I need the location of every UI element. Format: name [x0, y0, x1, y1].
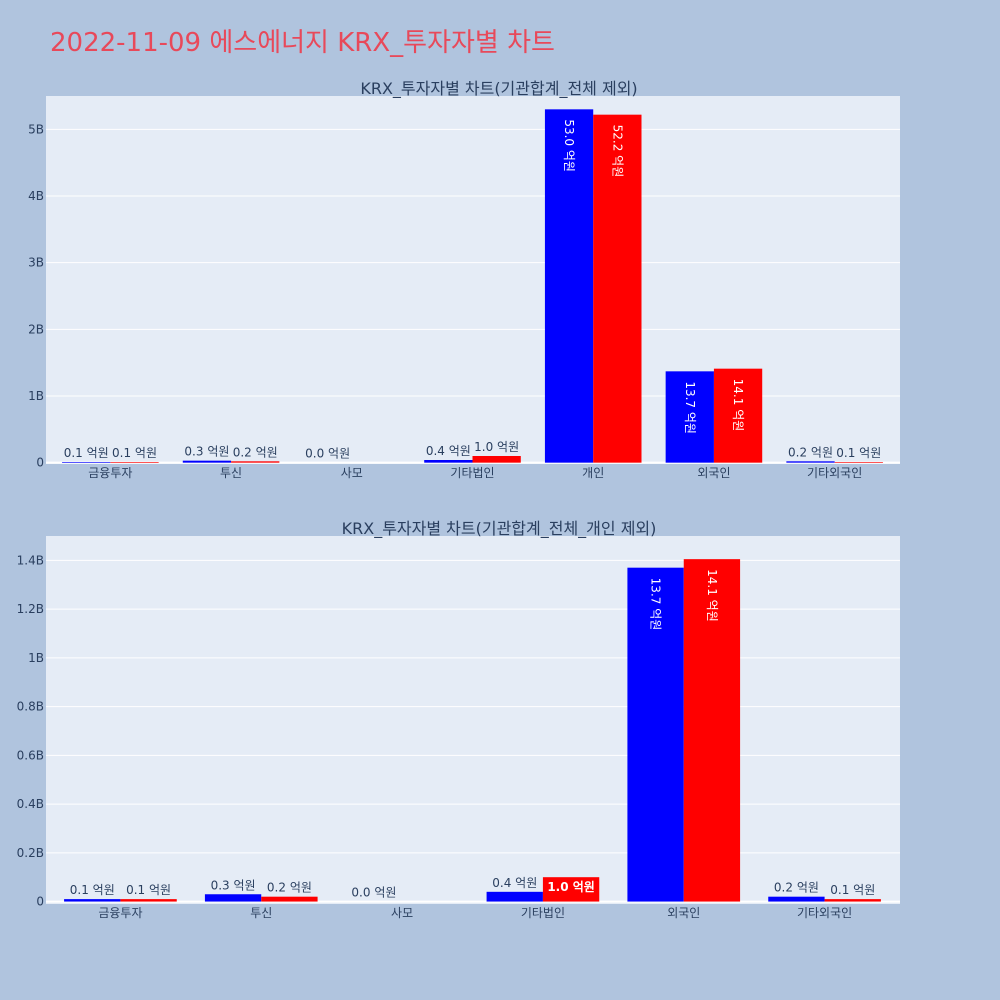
y-tick-label: 1B	[28, 389, 44, 403]
y-tick-label: 5B	[28, 122, 44, 136]
x-tick-label: 사모	[391, 906, 413, 920]
bar-기타외국인-2	[824, 899, 881, 902]
data-label: 1.0 억원	[547, 880, 595, 894]
data-label: 0.2 억원	[233, 445, 278, 459]
y-tick-label: 0.2B	[17, 846, 44, 860]
data-label: 0.1 억원	[64, 446, 109, 460]
data-label: 0.4 억원	[426, 444, 471, 458]
data-label: 0.1 억원	[836, 446, 881, 460]
y-tick-label: 1.4B	[17, 553, 44, 567]
data-label: 0.1 억원	[70, 883, 115, 897]
chart-title: KRX_투자자별 차트(기관합계_전체_개인 제외)	[342, 519, 657, 539]
x-tick-label: 외국인	[697, 466, 730, 480]
bar-기타법인-2	[472, 456, 521, 463]
data-label: 0.1 억원	[126, 883, 171, 897]
y-tick-label: 3B	[28, 256, 44, 270]
x-tick-label: 외국인	[667, 906, 700, 920]
data-label: 0.3 억원	[211, 878, 256, 892]
x-tick-label: 투신	[220, 466, 242, 480]
y-tick-label: 0.8B	[17, 700, 44, 714]
data-label: 0.0 억원	[305, 447, 350, 461]
bar-투신-1	[182, 460, 232, 463]
y-tick-label: 0	[36, 895, 44, 909]
page-title: 2022-11-09 에스에너지 KRX_투자자별 차트	[50, 28, 555, 58]
x-tick-label: 기타법인	[450, 466, 494, 480]
x-tick-label: 기타외국인	[797, 906, 852, 920]
data-label: 53.0 억원	[562, 119, 576, 172]
data-label: 14.1 억원	[731, 379, 745, 432]
bar-외국인-2	[713, 368, 763, 463]
plot-background	[46, 96, 900, 464]
data-label: 0.1 억원	[830, 883, 875, 897]
bar-개인-1	[544, 109, 594, 463]
x-tick-label: 개인	[582, 466, 604, 480]
bar-외국인-2	[683, 559, 741, 902]
chart-panel-2: KRX_투자자별 차트(기관합계_전체_개인 제외) 0 0.2B 0.4B 0.6B 0…	[17, 519, 900, 920]
x-tick-label: 금융투자	[88, 466, 132, 480]
data-label: 1.0 억원	[474, 440, 519, 454]
data-label: 0.1 억원	[112, 446, 157, 460]
y-tick-label: 0.4B	[17, 797, 44, 811]
chart-title: KRX_투자자별 차트(기관합계_전체 제외)	[360, 79, 637, 99]
bar-금융투자-2	[110, 462, 159, 463]
y-tick-label: 1.2B	[17, 602, 44, 616]
x-tick-label: 사모	[341, 466, 363, 480]
bar-기타법인-1	[424, 460, 473, 463]
bar-외국인-1	[627, 567, 684, 902]
data-label: 0.2 억원	[788, 445, 833, 459]
bar-기타법인-2	[542, 877, 600, 902]
data-label: 52.2 억원	[610, 125, 624, 178]
y-tick-label: 4B	[28, 189, 44, 203]
data-label: 0.2 억원	[267, 881, 312, 895]
bar-금융투자-1	[62, 462, 111, 463]
y-tick-label: 0	[36, 456, 44, 470]
data-label: 0.2 억원	[774, 881, 819, 895]
x-tick-label: 기타외국인	[807, 466, 862, 480]
x-tick-label: 금융투자	[98, 906, 142, 920]
bar-기타외국인-2	[834, 462, 883, 463]
y-tick-label: 2B	[28, 322, 44, 336]
bar-금융투자-2	[120, 899, 177, 902]
bar-투신-1	[204, 894, 262, 902]
plot-background	[46, 536, 900, 904]
data-label: 13.7 억원	[649, 578, 663, 631]
x-tick-label: 투신	[250, 906, 272, 920]
data-label: 14.1 억원	[705, 569, 719, 622]
chart-panel-1: KRX_투자자별 차트(기관합계_전체 제외) 0 1B 2B 3B 4B 5B 0.1 억원…	[28, 79, 900, 480]
bar-투신-2	[261, 896, 318, 902]
y-tick-label: 0.6B	[17, 748, 44, 762]
bar-투신-2	[231, 461, 280, 463]
data-label: 0.3 억원	[184, 445, 229, 459]
bar-기타법인-1	[486, 891, 543, 902]
data-label: 13.7 억원	[683, 381, 697, 434]
bar-개인-2	[593, 114, 642, 463]
data-label: 0.4 억원	[492, 876, 537, 890]
x-tick-label: 기타법인	[521, 906, 565, 920]
y-tick-label: 1B	[28, 651, 44, 665]
bar-외국인-1	[665, 371, 714, 463]
bar-기타외국인-1	[786, 461, 835, 463]
bar-기타외국인-1	[768, 896, 825, 902]
bar-금융투자-1	[64, 899, 121, 902]
data-label: 0.0 억원	[351, 886, 396, 900]
